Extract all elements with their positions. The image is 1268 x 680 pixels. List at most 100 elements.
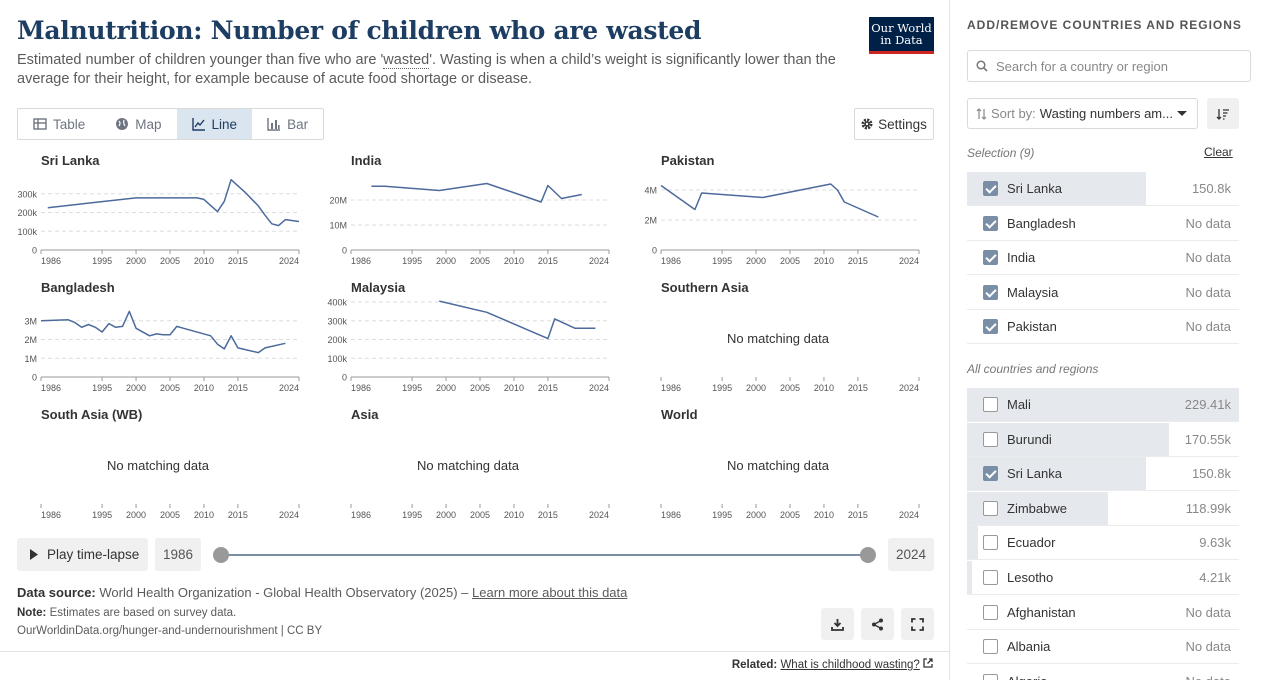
panel-title-bangladesh: Bangladesh	[41, 280, 115, 295]
entity-checkbox[interactable]	[983, 639, 998, 655]
entity-row-afghanistan[interactable]: Afghanistan No data	[967, 596, 1239, 630]
entity-row-mali[interactable]: Mali 229.41k	[967, 388, 1239, 422]
entity-checkbox[interactable]	[983, 397, 998, 412]
fullscreen-button[interactable]	[901, 608, 934, 640]
chevron-down-icon	[1177, 111, 1187, 116]
sort-order-button[interactable]	[1207, 98, 1239, 129]
entity-checkbox[interactable]	[983, 535, 998, 551]
x-tick-label: 2015	[848, 256, 868, 266]
series-line-bangladesh[interactable]	[40, 310, 286, 354]
chart-panel-malaysia: Malaysia 0 100k 200k 300k 400k 1986 1995 2000 200…	[327, 280, 617, 400]
entity-row-sri-lanka[interactable]: Sri Lanka 150.8k	[967, 172, 1239, 206]
entity-row-zimbabwe[interactable]: Zimbabwe 118.99k	[967, 491, 1239, 526]
panel-title-world: World	[661, 407, 698, 422]
sort-dropdown[interactable]: Sort by: Wasting numbers am...	[967, 98, 1198, 129]
x-tick-label: 2024	[589, 510, 609, 520]
entity-checkbox[interactable]	[983, 466, 998, 482]
view-tabs: Table Map Line Bar	[17, 108, 325, 140]
entity-value: 170.55k	[1184, 431, 1231, 447]
search-box	[967, 50, 1251, 82]
learn-more-link[interactable]: Learn more about this data	[472, 585, 628, 600]
entity-checkbox[interactable]	[983, 284, 998, 300]
entity-name: Albania	[1007, 639, 1051, 655]
entity-value: No data	[1185, 639, 1231, 655]
tab-map[interactable]: Map	[100, 109, 176, 139]
y-tick-label: 0	[32, 246, 37, 256]
start-year-handle[interactable]	[213, 547, 229, 563]
entity-checkbox[interactable]	[983, 500, 998, 516]
end-year-box[interactable]: 2024	[888, 538, 934, 571]
entity-value: 150.8k	[1191, 466, 1231, 482]
x-tick-label: 1986	[41, 256, 61, 266]
x-tick-label: 2010	[194, 256, 214, 266]
end-year-handle[interactable]	[860, 547, 876, 563]
sort-arrows-icon	[976, 107, 987, 120]
source-url[interactable]: OurWorldinData.org/hunger-and-undernouri…	[17, 625, 323, 637]
start-year-box[interactable]: 1986	[155, 538, 201, 571]
play-label: Play time-lapse	[47, 547, 140, 562]
play-timelapse-button[interactable]: Play time-lapse	[17, 538, 148, 571]
x-tick-label: 2024	[279, 383, 299, 393]
download-button[interactable]	[821, 608, 854, 640]
owid-logo[interactable]: Our World in Data	[869, 17, 934, 54]
y-tick-label: 4M	[644, 186, 657, 196]
series-line-pakistan[interactable]	[660, 183, 879, 218]
chart-title: Malnutrition: Number of children who are…	[17, 16, 702, 45]
x-tick-label: 1986	[351, 256, 371, 266]
chart-panel-india: India 0 10M 20M 1986 1995 2000 2005 2010 2015 2024	[327, 153, 617, 273]
y-tick-label: 100k	[327, 354, 347, 364]
wasted-term-tooltip[interactable]: wasted	[383, 52, 430, 69]
entity-checkbox[interactable]	[983, 673, 998, 680]
related-article-link[interactable]: What is childhood wasting?	[780, 659, 920, 671]
entity-name: Malaysia	[1007, 284, 1059, 300]
entity-name: Sri Lanka	[1007, 466, 1062, 482]
related-label: Related:	[731, 659, 778, 671]
y-tick-label: 0	[342, 373, 347, 383]
chart-panel-asia: Asia 1986 1995 2000 2005 2010 2015 2024 No match…	[327, 407, 617, 527]
value-bar	[967, 422, 1170, 456]
x-tick-label: 2015	[538, 256, 558, 266]
entity-row-algeria[interactable]: Algeria No data	[967, 665, 1239, 680]
series-line-malaysia[interactable]	[439, 300, 596, 340]
entity-checkbox[interactable]	[983, 319, 998, 335]
value-bar	[967, 526, 979, 560]
share-button[interactable]	[861, 608, 894, 640]
x-tick-label: 1995	[92, 256, 112, 266]
entity-name: Burundi	[1007, 431, 1052, 447]
x-tick-label: 2024	[279, 256, 299, 266]
entity-checkbox[interactable]	[983, 181, 998, 196]
entity-row-albania[interactable]: Albania No data	[967, 630, 1239, 665]
series-line-sri-lanka[interactable]	[47, 178, 300, 227]
entity-row-sri-lanka[interactable]: Sri Lanka 150.8k	[967, 457, 1239, 492]
external-link-icon	[923, 658, 933, 668]
tab-table[interactable]: Table	[18, 109, 100, 139]
entity-checkbox[interactable]	[983, 250, 998, 266]
all-entities-header: All countries and regions	[967, 362, 1099, 376]
entity-row-malaysia[interactable]: Malaysia No data	[967, 276, 1239, 310]
entity-checkbox[interactable]	[983, 431, 998, 447]
entity-row-ecuador[interactable]: Ecuador 9.63k	[967, 526, 1239, 561]
x-tick-label: 1986	[661, 510, 681, 520]
entity-row-bangladesh[interactable]: Bangladesh No data	[967, 207, 1239, 241]
search-input[interactable]	[996, 58, 1236, 74]
x-tick-label: 2024	[899, 383, 919, 393]
sort-descending-icon	[1216, 108, 1229, 120]
globe-icon	[116, 118, 129, 130]
series-line-india[interactable]	[371, 182, 582, 203]
entity-value: No data	[1185, 284, 1231, 300]
entity-row-burundi[interactable]: Burundi 170.55k	[967, 422, 1239, 457]
entity-row-pakistan[interactable]: Pakistan No data	[967, 310, 1239, 345]
tab-line[interactable]: Line	[176, 109, 253, 139]
value-bar	[967, 561, 972, 594]
clear-selection-button[interactable]: Clear	[1204, 145, 1233, 159]
timeline-track[interactable]	[221, 554, 868, 556]
entity-checkbox[interactable]	[983, 215, 998, 231]
settings-button[interactable]: Settings	[854, 108, 934, 140]
entity-name: Bangladesh	[1007, 215, 1076, 231]
entity-name: Zimbabwe	[1007, 500, 1067, 516]
entity-checkbox[interactable]	[983, 570, 998, 585]
entity-row-india[interactable]: India No data	[967, 241, 1239, 276]
entity-row-lesotho[interactable]: Lesotho 4.21k	[967, 561, 1239, 595]
entity-checkbox[interactable]	[983, 604, 998, 620]
tab-bar[interactable]: Bar	[252, 109, 323, 139]
